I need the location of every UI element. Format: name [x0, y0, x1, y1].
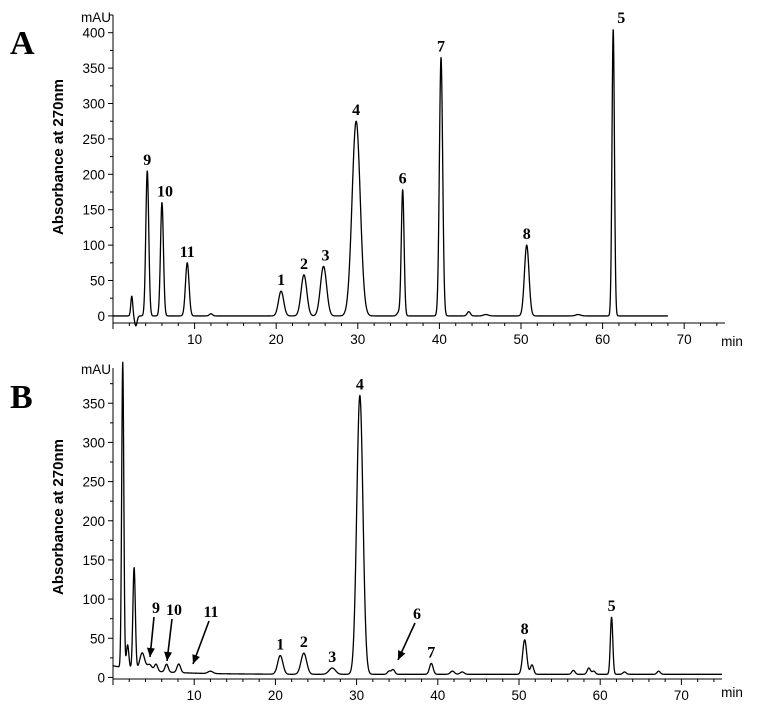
y-tick-label: 200 [82, 167, 105, 182]
y-tick-label: 350 [82, 61, 105, 76]
peak-label: 6 [399, 171, 407, 188]
x-tick-label: 40 [430, 688, 445, 703]
peak-label: 2 [300, 256, 308, 273]
y-tick-label: 50 [90, 274, 105, 289]
peak-label: 11 [180, 244, 195, 261]
y-tick-label: 150 [82, 553, 105, 568]
peak-pointer-arrowhead [146, 647, 155, 657]
x-tick-label: 10 [187, 332, 202, 347]
peak-pointer-arrowhead [398, 650, 406, 660]
x-tick-label: 30 [350, 332, 365, 347]
x-tick-label: 70 [677, 332, 692, 347]
peak-label: 8 [523, 226, 531, 243]
x-tick-label: 20 [269, 332, 284, 347]
x-tick-label: 60 [593, 688, 608, 703]
y-tick-label: 150 [82, 203, 105, 218]
x-tick-label: 50 [511, 688, 526, 703]
x-tick-label: 70 [674, 688, 689, 703]
x-tick-label: 60 [595, 332, 610, 347]
panel-a-letter: A [10, 25, 35, 62]
x-tick-label: 50 [513, 332, 528, 347]
peak-label: 3 [328, 649, 336, 666]
peak-pointer-arrowhead [192, 654, 200, 664]
peak-label: 6 [413, 606, 421, 623]
x-tick-label: 10 [187, 688, 202, 703]
x-tick-label: 40 [432, 332, 447, 347]
y-tick-label: 50 [90, 631, 105, 646]
panel-b-x-unit: min [721, 685, 743, 700]
y-tick-label: 100 [82, 592, 105, 607]
peak-label: 8 [521, 621, 529, 638]
y-tick-label: 250 [82, 475, 105, 490]
peak-label: 11 [203, 604, 218, 621]
peak-label: 9 [143, 152, 151, 169]
peak-label: 7 [427, 644, 435, 661]
peak-pointer-arrowhead [164, 651, 173, 661]
peak-label: 1 [276, 636, 284, 653]
peak-label: 4 [352, 102, 360, 119]
x-tick-label: 20 [268, 688, 283, 703]
y-tick-label: 250 [82, 132, 105, 147]
y-tick-label: 300 [82, 97, 105, 112]
x-tick-label: 30 [349, 688, 364, 703]
panel-b: B Absorbance at 270nm mAU min 0501001502… [10, 361, 743, 703]
peak-label: 2 [300, 634, 308, 651]
chromatogram-trace [112, 29, 669, 327]
peak-label: 1 [277, 272, 285, 289]
panel-b-letter: B [10, 379, 33, 416]
y-tick-label: 100 [82, 238, 105, 253]
peak-label: 9 [152, 600, 160, 617]
panel-b-y-unit: mAU [81, 362, 111, 377]
y-tick-label: 0 [97, 309, 105, 324]
y-tick-label: 300 [82, 435, 105, 450]
y-tick-label: 0 [97, 670, 105, 685]
peak-label: 3 [322, 247, 330, 264]
panel-a-y-axis-title: Absorbance at 270nm [50, 79, 67, 235]
panel-a-y-unit: mAU [81, 10, 111, 25]
y-tick-label: 400 [82, 26, 105, 41]
panel-a-x-unit: min [721, 334, 743, 349]
panel-b-y-axis-title: Absorbance at 270nm [50, 439, 67, 595]
peak-label: 10 [157, 184, 173, 201]
peak-label: 10 [166, 602, 182, 619]
y-tick-label: 200 [82, 514, 105, 529]
panel-a: A Absorbance at 270nm mAU min 0501001502… [10, 10, 743, 349]
peak-label: 5 [608, 598, 616, 615]
chromatogram-trace [113, 361, 723, 675]
y-tick-label: 350 [82, 396, 105, 411]
peak-label: 7 [437, 38, 445, 55]
peak-label: 4 [356, 376, 364, 393]
peak-label: 5 [617, 10, 625, 27]
